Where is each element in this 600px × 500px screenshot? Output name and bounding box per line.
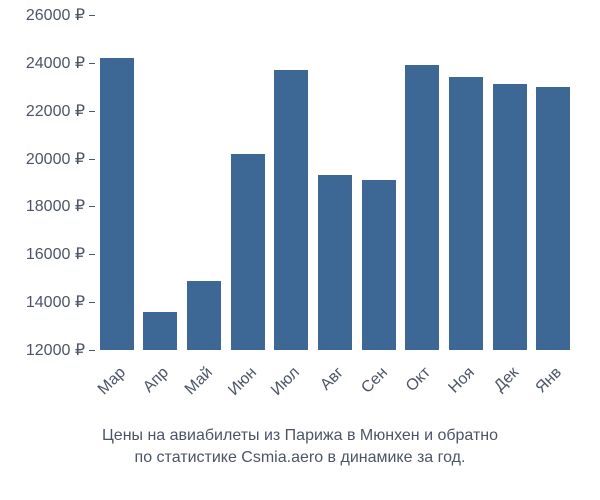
bar — [493, 84, 527, 350]
bar — [449, 77, 483, 350]
xtick-label: Апр — [140, 364, 173, 397]
ytick-label: 14000 ₽ — [26, 292, 85, 312]
bar — [405, 65, 439, 350]
caption-line-1: Цены на авиабилеты из Парижа в Мюнхен и … — [102, 427, 498, 444]
ytick-label: 16000 ₽ — [26, 244, 85, 264]
ytick-label: 12000 ₽ — [26, 340, 85, 360]
bar — [362, 180, 396, 350]
bar — [100, 58, 134, 350]
xtick-label: Дек — [491, 364, 523, 396]
bar — [274, 70, 308, 350]
xtick-label: Янв — [533, 364, 566, 397]
bar — [318, 175, 352, 350]
ytick-label: 22000 ₽ — [26, 101, 85, 121]
xtick-label: Июн — [225, 364, 261, 400]
chart-caption: Цены на авиабилеты из Парижа в Мюнхен и … — [0, 425, 600, 468]
bar — [231, 154, 265, 350]
price-chart: 12000 ₽ 14000 ₽ 16000 ₽ 18000 ₽ 20000 ₽ 22000… — [0, 0, 600, 500]
xtick-label: Сен — [358, 364, 391, 397]
xtick-label: Май — [182, 364, 217, 399]
ytick-label: 18000 ₽ — [26, 196, 85, 216]
xtick-label: Авг — [317, 364, 347, 394]
ytick-mark — [89, 350, 95, 351]
bar — [187, 281, 221, 350]
xtick-label: Ноя — [445, 364, 478, 397]
ytick-label: 26000 ₽ — [26, 5, 85, 25]
ytick-label: 24000 ₽ — [26, 53, 85, 73]
xtick-label: Окт — [403, 364, 435, 396]
bar — [536, 87, 570, 350]
xtick-label: Июл — [268, 364, 304, 400]
bar — [143, 312, 177, 350]
caption-line-2: по статистике Csmia.aero в динамике за г… — [135, 449, 466, 466]
xtick-label: Мар — [95, 364, 130, 399]
ytick-label: 20000 ₽ — [26, 149, 85, 169]
plot-area — [95, 15, 575, 350]
